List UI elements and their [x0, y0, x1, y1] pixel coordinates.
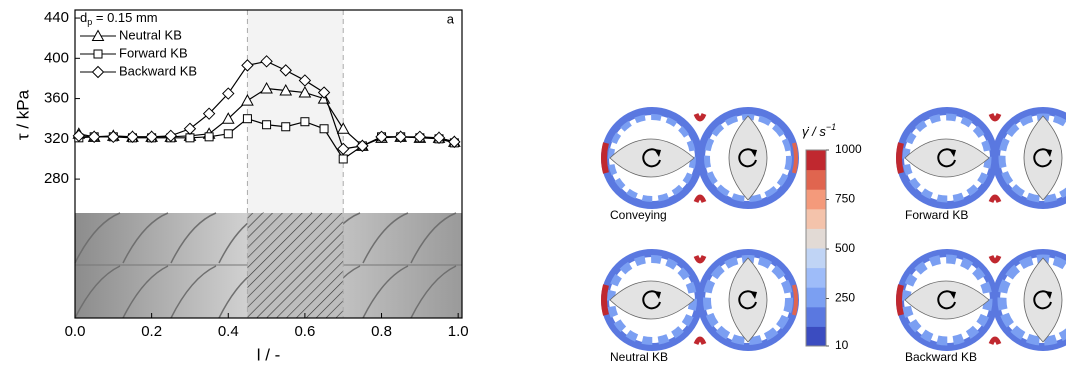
y-tick-label: 400: [44, 49, 69, 66]
marker: [301, 118, 309, 126]
hot-spot: [794, 285, 796, 315]
colorbar-tick-label: 250: [835, 291, 855, 305]
colorbar-superscript: −1: [826, 122, 836, 132]
y-tick-label: 360: [44, 90, 69, 107]
hot-spot: [794, 143, 796, 173]
x-tick-label: 0.2: [141, 323, 162, 340]
marker: [243, 115, 251, 123]
x-tick-label: 0.8: [371, 323, 392, 340]
marker: [224, 130, 232, 138]
hot-spot: [604, 143, 606, 173]
colorbar-tick-label: 500: [835, 241, 855, 255]
annotation-text: = 0.15 mm: [92, 10, 157, 25]
panel-label: a: [447, 11, 455, 26]
x-tick-label: 0.4: [218, 323, 239, 340]
panel-label: Neutral KB: [610, 350, 668, 364]
panel-label: Conveying: [610, 208, 667, 222]
marker: [339, 155, 347, 163]
marker: [282, 123, 290, 131]
shaded-region: [247, 10, 343, 213]
annotation-symbol: d: [80, 10, 87, 25]
marker: [184, 123, 195, 134]
colorbar-segment: [806, 268, 826, 288]
y-tick-label: 440: [44, 9, 69, 26]
hot-spot: [604, 285, 606, 315]
panel-label: Backward KB: [905, 350, 977, 364]
legend-marker: [93, 67, 104, 78]
legend-label: Neutral KB: [119, 27, 182, 42]
colorbar-segment: [806, 189, 826, 209]
colorbar-segment: [806, 150, 826, 170]
marker: [263, 121, 271, 129]
colorbar-tick-label: 1000: [835, 142, 862, 156]
marker: [186, 134, 194, 142]
x-axis-title: l / -: [257, 345, 281, 364]
colorbar-tick-label: 750: [835, 192, 855, 206]
legend-label: Backward KB: [119, 63, 197, 78]
legend-marker: [94, 50, 102, 58]
x-tick-label: 0.6: [294, 323, 315, 340]
colorbar-segment: [806, 209, 826, 229]
colorbar-tick-label: 10: [835, 338, 849, 352]
colorbar-segment: [806, 228, 826, 248]
hot-spot: [899, 143, 901, 173]
legend-label: Forward KB: [119, 45, 188, 60]
x-tick-label: 0.0: [65, 323, 86, 340]
marker: [320, 125, 328, 133]
y-tick-label: 320: [44, 130, 69, 147]
colorbar-segment: [806, 170, 826, 190]
y-axis-title: τ / kPa: [13, 89, 32, 140]
colorbar-segment: [806, 287, 826, 307]
marker: [205, 133, 213, 141]
colorbar-segment: [806, 248, 826, 268]
hot-spot: [899, 285, 901, 315]
contour-panels: Conveying Forward KB Neutral KB Backward KB…: [604, 111, 1066, 364]
y-tick-label: 280: [44, 170, 69, 187]
colorbar-label: γ̇ / s−1: [802, 122, 836, 139]
annotation: dp = 0.15 mm: [80, 10, 158, 27]
panel-label: Forward KB: [905, 208, 968, 222]
hatched-section: [247, 213, 343, 318]
figure: 280 320 360 400 440 0.0 0.2 0.4 0.6 0.8 1.0 l / - τ …: [0, 0, 1066, 374]
x-tick-label: 1.0: [448, 323, 469, 340]
colorbar-segment: [806, 307, 826, 327]
colorbar-unit: / s: [809, 124, 827, 139]
colorbar-segment: [806, 326, 826, 346]
line-chart: 280 320 360 400 440 0.0 0.2 0.4 0.6 0.8 1.0 l / - τ …: [13, 9, 468, 364]
